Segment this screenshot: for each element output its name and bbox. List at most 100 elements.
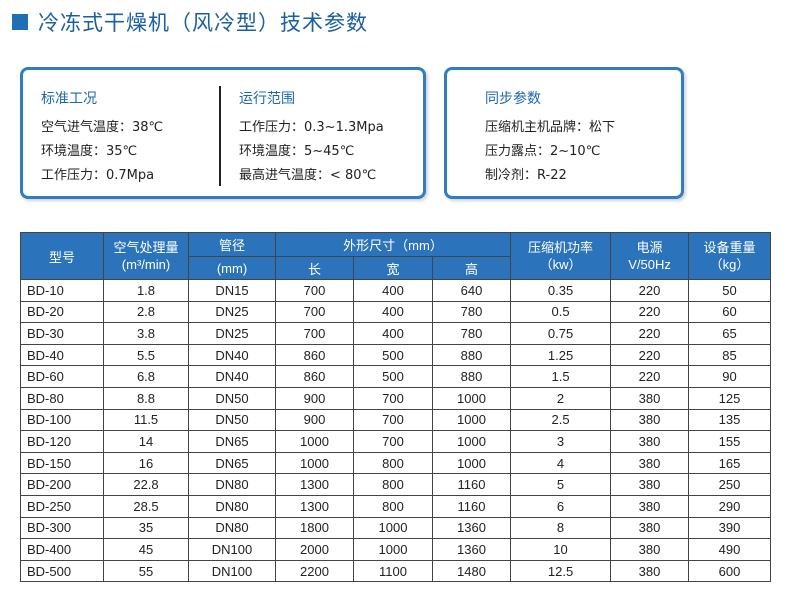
cell-flow: 11.5 [103,408,189,432]
cell-height: 1000 [431,408,512,432]
cell-weight: 125 [688,386,772,410]
cell-supply: 220 [610,343,690,367]
table-row: BD-250 28.5 DN80 1300 800 1160 6 380 290 [20,494,772,518]
cell-model: BD-400 [20,538,104,561]
cell-width: 700 [353,408,433,432]
header-supply-label: 电源 [636,240,663,255]
cell-flow: 2.8 [103,300,189,324]
cell-power: 2.5 [510,408,612,432]
cell-weight: 135 [688,408,772,432]
cell-width: 700 [353,386,433,410]
cell-weight: 50 [688,279,772,302]
table-row: BD-30 3.8 DN25 700 400 780 0.75 220 65 [20,322,772,345]
cell-weight: 390 [688,516,772,540]
header-width: 宽 [353,256,433,280]
header-length: 长 [275,256,354,280]
header-flow-unit: (m³/min) [121,257,171,272]
cell-flow: 28.5 [103,494,189,518]
cell-model: BD-120 [20,430,104,453]
cell-model: BD-300 [20,516,104,540]
cell-power: 2 [510,386,612,410]
cell-supply: 380 [610,473,690,496]
cell-length: 1300 [275,494,354,518]
cell-flow: 1.8 [103,279,189,302]
header-pipe-unit: (mm) [188,256,276,280]
sync-param-line: 制冷剂：R-22 [485,168,567,183]
cell-pipe: DN50 [188,408,276,432]
cell-width: 400 [353,322,433,345]
standard-condition-line: 环境温度：35℃ [41,144,138,159]
cell-height: 880 [431,343,512,367]
cell-power: 1.25 [510,343,612,367]
standard-conditions-heading: 标准工况 [41,91,97,107]
cell-height: 1360 [431,538,512,561]
table-row: BD-60 6.8 DN40 860 500 880 1.5 220 90 [20,365,772,388]
table-row: BD-80 8.8 DN50 900 700 1000 2 380 125 [20,386,772,410]
cell-pipe: DN40 [188,343,276,367]
cell-flow: 8.8 [103,386,189,410]
operating-range-line: 工作压力：0.3~1.3Mpa [239,120,384,135]
header-supply-unit: V/50Hz [628,257,671,272]
table-row: BD-500 55 DN100 2200 1100 1480 12.5 380 600 [20,559,772,583]
cell-pipe: DN25 [188,300,276,324]
standard-condition-line: 工作压力：0.7Mpa [41,168,155,183]
cell-weight: 155 [688,430,772,453]
spec-table-body: BD-10 1.8 DN15 700 400 640 0.35 220 50 BD-20 2.8 DN… [20,279,772,583]
cell-width: 700 [353,430,433,453]
cell-flow: 55 [103,559,189,583]
cell-height: 880 [431,365,512,388]
cell-power: 4 [510,451,612,475]
sync-param-line: 压缩机主机品牌：松下 [485,120,616,135]
cell-length: 700 [275,279,354,302]
cell-length: 2000 [275,538,354,561]
table-row: BD-150 16 DN65 1000 800 1000 4 380 165 [20,451,772,475]
cell-power: 0.75 [510,322,612,345]
cell-pipe: DN65 [188,451,276,475]
table-row: BD-40 5.5 DN40 860 500 880 1.25 220 85 [20,343,772,367]
cell-weight: 490 [688,538,772,561]
cell-supply: 380 [610,451,690,475]
cell-supply: 220 [610,322,690,345]
cell-weight: 165 [688,451,772,475]
cell-flow: 22.8 [103,473,189,496]
cell-model: BD-80 [20,386,104,410]
cell-height: 640 [431,279,512,302]
cell-supply: 380 [610,386,690,410]
cell-height: 1000 [431,451,512,475]
cell-length: 900 [275,408,354,432]
cell-length: 2200 [275,559,354,583]
cell-weight: 60 [688,300,772,324]
operating-range: 运行范围 工作压力：0.3~1.3Mpa 环境温度：5~45℃ 最高进气温度：<… [239,88,384,188]
cell-power: 1.5 [510,365,612,388]
header-pipe: 管径 [188,232,276,257]
cell-pipe: DN15 [188,279,276,302]
cell-power: 10 [510,538,612,561]
sync-params: 同步参数 压缩机主机品牌：松下 压力露点：2~10℃ 制冷剂：R-22 [485,88,615,188]
cell-height: 1000 [431,386,512,410]
cell-width: 500 [353,365,433,388]
cell-model: BD-500 [20,559,104,583]
operating-range-line: 环境温度：5~45℃ [239,144,355,159]
header-power-unit: （kw） [539,257,582,272]
sync-params-panel: 同步参数 压缩机主机品牌：松下 压力露点：2~10℃ 制冷剂：R-22 [444,67,684,199]
header-weight-label: 设备重量 [703,240,756,255]
cell-pipe: DN50 [188,386,276,410]
cell-length: 700 [275,300,354,324]
cell-length: 900 [275,386,354,410]
cell-height: 1360 [431,516,512,540]
page-title: 冷冻式干燥机（风冷型）技术参数 [38,11,368,35]
cell-weight: 600 [688,559,772,583]
cell-width: 400 [353,300,433,324]
cell-supply: 380 [610,430,690,453]
cell-length: 860 [275,343,354,367]
cell-power: 8 [510,516,612,540]
cell-flow: 3.8 [103,322,189,345]
cell-flow: 16 [103,451,189,475]
cell-length: 700 [275,322,354,345]
conditions-panel: 标准工况 空气进气温度：38℃ 环境温度：35℃ 工作压力：0.7Mpa 运行范… [20,67,426,199]
cell-model: BD-40 [20,343,104,367]
cell-length: 1800 [275,516,354,540]
spec-table: 型号 空气处理量 (m³/min) 管径 外形尺寸（mm） 压缩机功率 （kw）… [20,232,772,583]
header-flow: 空气处理量 (m³/min) [103,232,189,280]
header-flow-label: 空气处理量 [113,240,179,255]
